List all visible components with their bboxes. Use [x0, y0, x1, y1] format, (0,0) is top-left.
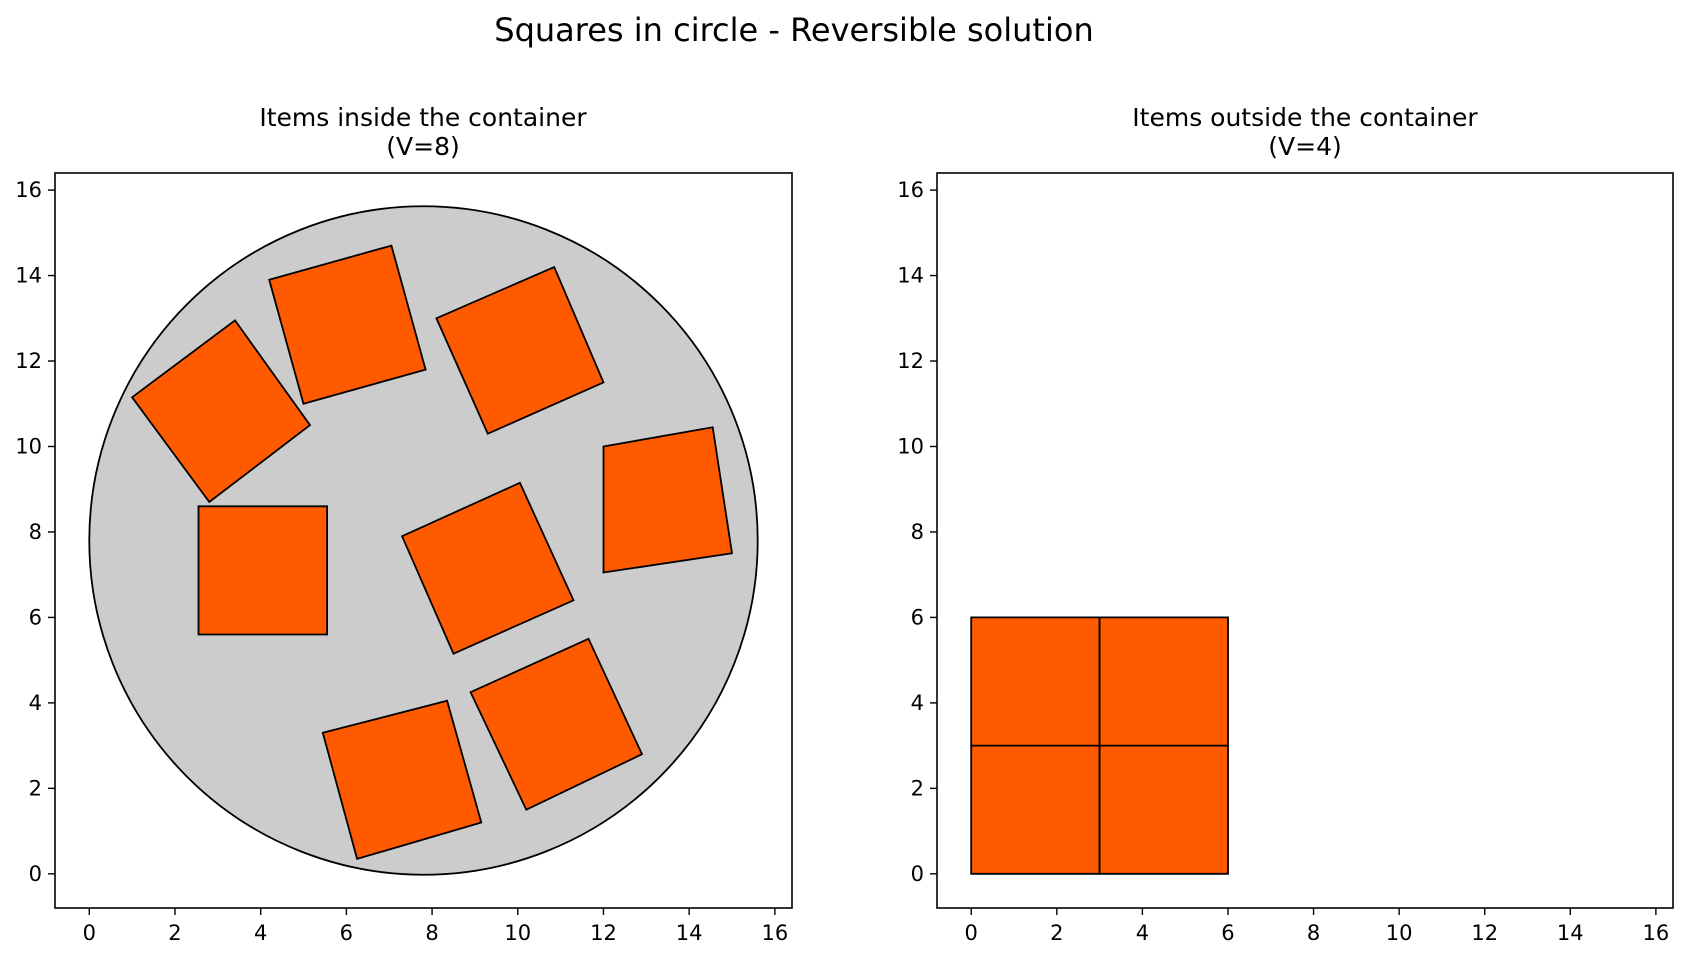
panel-title: Items outside the container [1132, 103, 1478, 132]
x-tick-label: 14 [676, 921, 703, 945]
chart-panel-outside: Items outside the container (V=4) 0 2 4 6 8 1… [897, 103, 1674, 945]
y-tick-label: 12 [15, 349, 42, 373]
item-square [197, 505, 329, 636]
y-tick-label: 4 [911, 691, 924, 715]
panel-subtitle: (V=4) [1268, 132, 1341, 161]
x-tick-label: 10 [1386, 921, 1413, 945]
x-tick-label: 0 [965, 921, 978, 945]
x-tick-label: 4 [254, 921, 267, 945]
y-tick-label: 8 [29, 520, 42, 544]
x-tick-label: 10 [504, 921, 531, 945]
y-tick-label: 14 [15, 264, 42, 288]
x-tick-label: 16 [761, 921, 788, 945]
y-tick-label: 4 [29, 691, 42, 715]
panel-subtitle: (V=8) [386, 132, 459, 161]
x-tick-label: 16 [1643, 921, 1670, 945]
x-tick-label: 4 [1136, 921, 1149, 945]
x-tick-label: 6 [1221, 921, 1234, 945]
x-tick-label: 6 [340, 921, 353, 945]
y-tick-label: 10 [15, 434, 42, 458]
plot-area: 0 2 4 6 8 10 12 14 16 0 2 4 6 8 10 12 14 16 [897, 172, 1674, 945]
item-square [400, 481, 575, 655]
chart-panel-inside: Items inside the container (V=8) 0 2 4 6 8 10… [15, 103, 793, 945]
y-tick-label: 14 [897, 264, 924, 288]
axes-frame [936, 172, 1674, 909]
y-tick-label: 16 [15, 178, 42, 202]
y-tick-label: 2 [29, 776, 42, 800]
plot-area: 0 2 4 6 8 10 12 14 16 0 2 4 6 8 10 12 14 16 [15, 172, 793, 945]
y-tick-label: 10 [897, 434, 924, 458]
axes-frame [54, 172, 793, 909]
item-square [602, 426, 734, 574]
item-square [970, 616, 1101, 747]
item-square [130, 319, 312, 504]
y-tick-label: 12 [897, 349, 924, 373]
x-tick-label: 2 [1050, 921, 1063, 945]
item-square [469, 637, 644, 811]
item-square [435, 265, 605, 435]
x-tick-label: 8 [425, 921, 438, 945]
y-tick-label: 6 [911, 605, 924, 629]
x-tick-label: 14 [1557, 921, 1584, 945]
y-tick-label: 0 [911, 862, 924, 886]
y-tick-label: 8 [911, 520, 924, 544]
y-tick-label: 6 [29, 605, 42, 629]
figure-title: Squares in circle - Reversible solution [494, 11, 1093, 49]
panel-title: Items inside the container [259, 103, 587, 132]
item-square [321, 699, 483, 861]
x-tick-label: 2 [168, 921, 181, 945]
y-tick-label: 0 [29, 862, 42, 886]
x-tick-label: 12 [1471, 921, 1498, 945]
x-tick-label: 8 [1307, 921, 1320, 945]
item-square [1098, 744, 1229, 875]
y-tick-label: 2 [911, 776, 924, 800]
item-square [268, 244, 427, 405]
item-square [970, 744, 1101, 875]
item-square [1098, 616, 1229, 747]
x-tick-label: 0 [83, 921, 96, 945]
x-tick-label: 12 [590, 921, 617, 945]
y-tick-label: 16 [897, 178, 924, 202]
